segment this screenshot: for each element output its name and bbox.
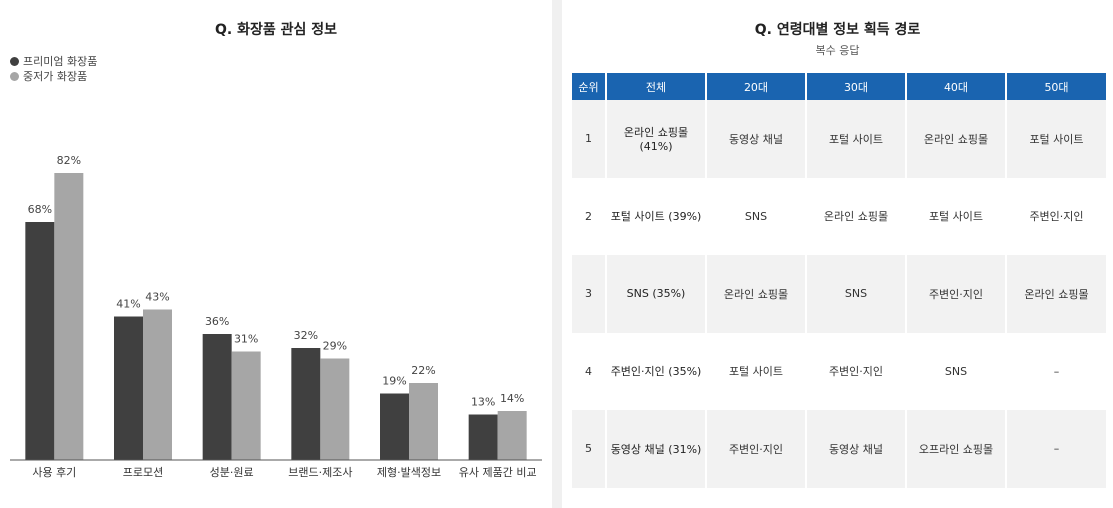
bar-chart: 68% 82% 사용 후기 41% 43% 프로모션 36% 31% 성분·원료 32% 29% 브랜… <box>10 154 542 479</box>
rank-cell: 4 <box>572 332 607 410</box>
category-label: 성분·원료 <box>210 466 254 479</box>
table-row: 5 동영상 채널 (31%) 주변인·지인 동영상 채널 오프라인 쇼핑몰 – <box>572 410 1106 488</box>
legend-premium-dot <box>10 56 19 66</box>
header-50s: 50대 <box>1007 73 1106 100</box>
age-40s-cell: 온라인 쇼핑몰 <box>907 100 1007 178</box>
panel-divider <box>552 0 562 508</box>
header-rank: 순위 <box>572 73 607 100</box>
header-total: 전체 <box>607 73 707 100</box>
bar-value-label: 13% <box>471 396 495 409</box>
age-30s-cell: 포털 사이트 <box>807 100 907 178</box>
category-label: 유사 제품간 비교 <box>459 466 537 479</box>
bar-premium <box>25 222 55 460</box>
age-40s-cell: SNS <box>907 332 1007 410</box>
age-50s-cell: 포털 사이트 <box>1007 100 1106 178</box>
legend-premium: 프리미엄 화장품 <box>10 53 97 69</box>
bar-value-label: 43% <box>145 291 169 304</box>
bar-midprice <box>231 351 261 460</box>
age-30s-cell: 주변인·지인 <box>807 332 907 410</box>
legend-midprice-dot <box>10 71 19 81</box>
bar-value-label: 22% <box>411 364 435 377</box>
category-label: 사용 후기 <box>32 466 76 479</box>
bar-value-label: 41% <box>116 298 140 311</box>
table-row: 1 온라인 쇼핑몰 (41%) 동영상 채널 포털 사이트 온라인 쇼핑몰 포털… <box>572 100 1106 178</box>
table-title: Q. 연령대별 정보 획득 경로 <box>754 22 921 38</box>
category-label: 프로모션 <box>123 466 163 479</box>
rank-cell: 5 <box>572 410 607 488</box>
table-header-row: 순위 전체 20대 30대 40대 50대 <box>572 73 1106 100</box>
chart-title: Q. 화장품 관심 정보 <box>214 22 337 38</box>
age-50s-cell: – <box>1007 410 1106 488</box>
table-row: 2 포털 사이트 (39%) SNS 온라인 쇼핑몰 포털 사이트 주변인·지인 <box>572 177 1106 255</box>
rank-cell: 1 <box>572 100 607 178</box>
bar-value-label: 19% <box>382 375 406 388</box>
table-row: 4 주변인·지인 (35%) 포털 사이트 주변인·지인 SNS – <box>572 332 1106 410</box>
legend-premium-label: 프리미엄 화장품 <box>23 55 98 68</box>
rank-cell: 2 <box>572 177 607 255</box>
table-subtitle: 복수 응답 <box>815 44 860 57</box>
age-30s-cell: SNS <box>807 255 907 333</box>
age-40s-cell: 오프라인 쇼핑몰 <box>907 410 1007 488</box>
age-20s-cell: 동영상 채널 <box>707 100 807 178</box>
age-40s-cell: 포털 사이트 <box>907 177 1007 255</box>
age-50s-cell: 온라인 쇼핑몰 <box>1007 255 1106 333</box>
bar-premium <box>468 414 498 460</box>
bar-value-label: 29% <box>323 340 347 353</box>
total-cell: 온라인 쇼핑몰 (41%) <box>607 100 707 178</box>
bar-midprice <box>409 383 438 460</box>
header-40s: 40대 <box>907 73 1007 100</box>
header-20s: 20대 <box>707 73 807 100</box>
header-30s: 30대 <box>807 73 907 100</box>
route-table-panel: Q. 연령대별 정보 획득 경로 복수 응답 순위 전체 20대 30대 40대… <box>562 0 1113 508</box>
bar-midprice <box>320 358 350 460</box>
bar-value-label: 31% <box>234 333 258 346</box>
bar-premium <box>114 316 143 460</box>
category-label: 브랜드·제조사 <box>288 466 352 479</box>
bar-value-label: 32% <box>294 329 318 342</box>
bar-premium <box>380 393 409 460</box>
bar-value-label: 36% <box>205 315 229 328</box>
bar-value-label: 82% <box>57 154 81 167</box>
age-50s-cell: – <box>1007 332 1106 410</box>
bar-value-label: 68% <box>28 203 52 216</box>
age-30s-cell: 온라인 쇼핑몰 <box>807 177 907 255</box>
interest-chart-panel: Q. 화장품 관심 정보 프리미엄 화장품 중저가 화장품 68% 82% 사용 후… <box>0 0 552 508</box>
bar-midprice <box>143 309 172 460</box>
bar-premium <box>202 334 232 460</box>
rank-cell: 3 <box>572 255 607 333</box>
total-cell: 주변인·지인 (35%) <box>607 332 707 410</box>
age-route-table: 순위 전체 20대 30대 40대 50대 1 온라인 쇼핑몰 (41%) 동영… <box>572 73 1106 488</box>
age-20s-cell: 주변인·지인 <box>707 410 807 488</box>
age-20s-cell: SNS <box>707 177 807 255</box>
total-cell: 동영상 채널 (31%) <box>607 410 707 488</box>
total-cell: 포털 사이트 (39%) <box>607 177 707 255</box>
bar-value-label: 14% <box>500 392 524 405</box>
age-30s-cell: 동영상 채널 <box>807 410 907 488</box>
bar-midprice <box>497 411 527 460</box>
age-50s-cell: 주변인·지인 <box>1007 177 1106 255</box>
bar-premium <box>291 348 321 460</box>
bar-midprice <box>54 173 84 460</box>
legend-midprice: 중저가 화장품 <box>10 68 87 84</box>
legend-midprice-label: 중저가 화장품 <box>23 70 88 83</box>
table-row: 3 SNS (35%) 온라인 쇼핑몰 SNS 주변인·지인 온라인 쇼핑몰 <box>572 255 1106 333</box>
age-20s-cell: 온라인 쇼핑몰 <box>707 255 807 333</box>
category-label: 제형·발색정보 <box>377 466 441 479</box>
age-40s-cell: 주변인·지인 <box>907 255 1007 333</box>
age-20s-cell: 포털 사이트 <box>707 332 807 410</box>
total-cell: SNS (35%) <box>607 255 707 333</box>
